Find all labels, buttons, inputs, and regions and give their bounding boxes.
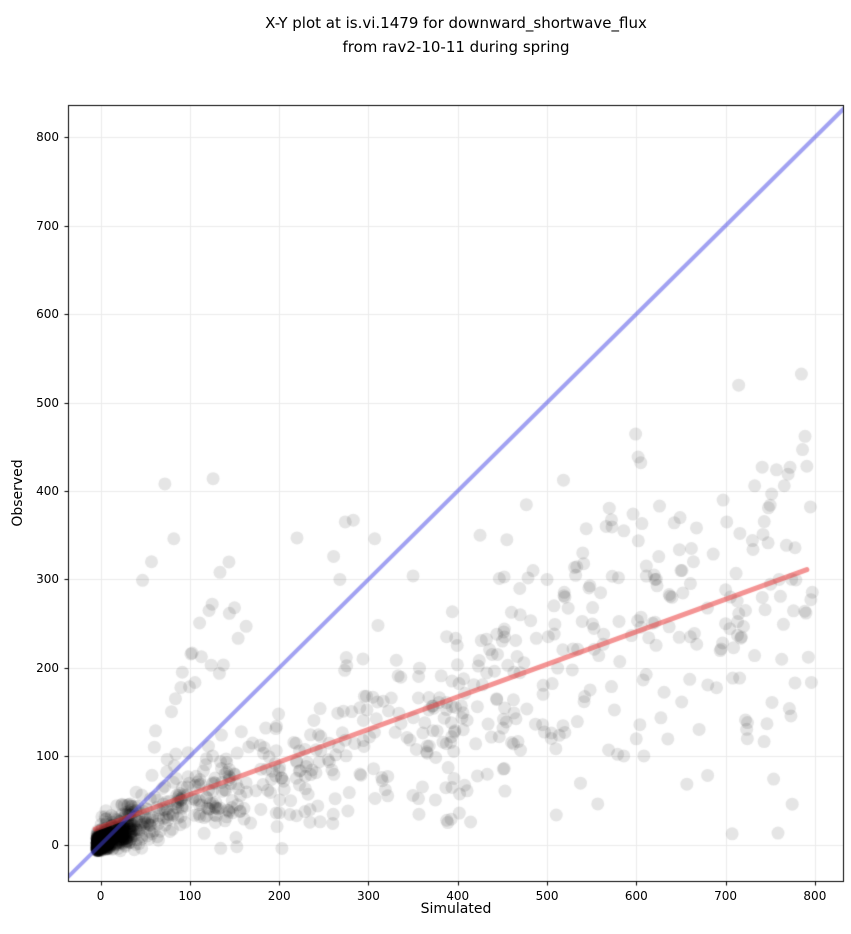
- x-tick-label: 800: [803, 889, 827, 903]
- y-tick-label: 0: [51, 837, 59, 852]
- x-tick-label: 200: [267, 889, 291, 903]
- y-axis-label: Observed: [10, 459, 26, 527]
- y-tick-label: 400: [36, 484, 59, 498]
- y-tick-label: 300: [36, 572, 59, 587]
- x-tick-label: 600: [624, 889, 648, 903]
- y-tick-label: 200: [36, 660, 59, 675]
- x-tick-label: 400: [446, 889, 470, 903]
- y-tick-label: 800: [36, 130, 59, 145]
- x-tick-label: 100: [178, 889, 202, 903]
- chart-title-line2: from rav2-10-11 during spring: [342, 38, 570, 56]
- y-tick-label: 600: [36, 307, 59, 322]
- x-tick-label: 500: [535, 889, 559, 903]
- y-tick-label: 500: [36, 395, 59, 410]
- chart-title-line1: X-Y plot at is.vi.1479 for downward_shor…: [265, 14, 647, 32]
- x-tick-label: 300: [356, 889, 380, 903]
- y-tick-label: 700: [36, 218, 59, 233]
- chart-title: X-Y plot at is.vi.1479 for downward_shor…: [68, 11, 844, 59]
- x-axis-label: Simulated: [420, 901, 492, 917]
- x-tick-label: 700: [714, 889, 738, 903]
- y-tick-label: 100: [36, 749, 59, 764]
- x-tick-label: 0: [96, 889, 105, 903]
